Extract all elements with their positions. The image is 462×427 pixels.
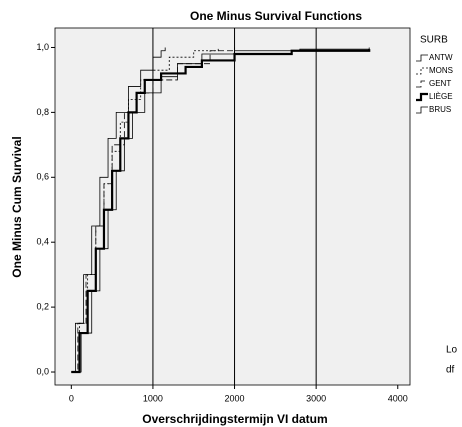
step-line — [71, 47, 370, 373]
x-axis-label: Overschrijdingstermijn VI datum — [142, 412, 327, 426]
legend-label: GENT — [429, 79, 451, 88]
y-tick-label: 0,4 — [36, 237, 49, 247]
y-tick-label: 0,6 — [36, 172, 49, 182]
legend-symbol — [416, 67, 428, 75]
legend-symbol — [416, 92, 428, 102]
annotation: df — [446, 365, 455, 376]
y-tick-label: 1,0 — [36, 42, 49, 52]
legend-label: LIÈGE — [429, 92, 453, 101]
y-tick-label: 0,0 — [36, 366, 49, 376]
legend-symbol — [416, 80, 428, 88]
x-tick-label: 2000 — [225, 393, 245, 403]
legend-label: ANTW — [429, 53, 453, 62]
legend-title: SURB — [420, 35, 448, 46]
y-axis-label: One Minus Cum Survival — [10, 136, 24, 277]
step-line — [71, 47, 166, 373]
plot-area — [54, 27, 411, 386]
legend-label: MONS — [429, 66, 453, 75]
legend-label: BRUS — [429, 105, 451, 114]
y-tick-label: 0,2 — [36, 301, 49, 311]
x-tick-label: 1000 — [143, 393, 163, 403]
x-tick-label: 0 — [69, 393, 74, 403]
legend-symbol — [416, 54, 428, 62]
x-tick-label: 4000 — [388, 393, 408, 403]
y-tick-label: 0,8 — [36, 107, 49, 117]
x-tick-label: 3000 — [306, 393, 326, 403]
legend-symbol — [416, 106, 428, 114]
annotation: Lo — [446, 345, 458, 356]
chart-title: One Minus Survival Functions — [190, 9, 362, 23]
